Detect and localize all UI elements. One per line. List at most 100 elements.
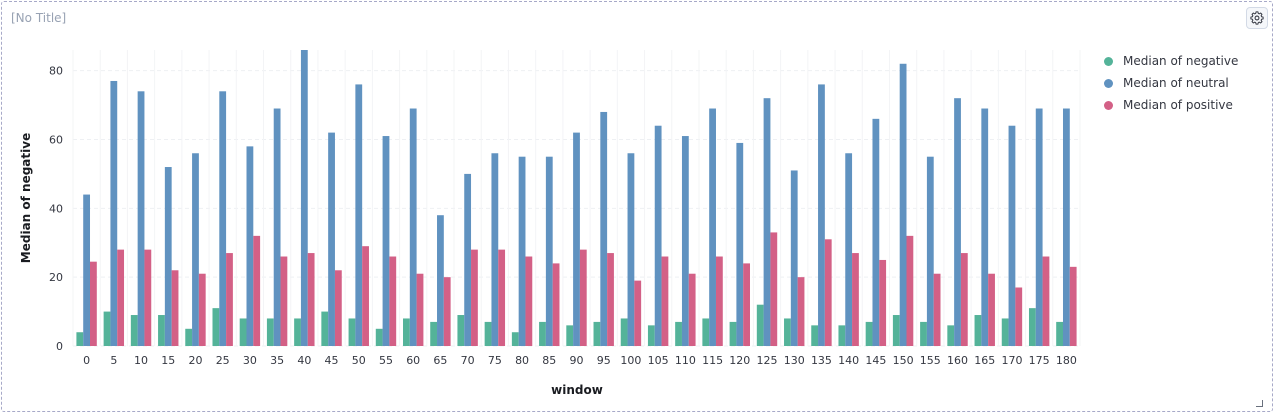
- bar[interactable]: [90, 261, 97, 346]
- bar[interactable]: [525, 256, 533, 346]
- bar[interactable]: [300, 50, 308, 346]
- bar[interactable]: [988, 273, 995, 346]
- bar[interactable]: [464, 173, 472, 346]
- bar[interactable]: [852, 253, 859, 346]
- bar[interactable]: [409, 108, 417, 346]
- bar[interactable]: [573, 132, 580, 346]
- bar[interactable]: [246, 146, 254, 346]
- bar[interactable]: [83, 194, 91, 346]
- bar[interactable]: [382, 136, 390, 346]
- panel-settings-button[interactable]: [1246, 7, 1268, 29]
- bar[interactable]: [579, 249, 587, 346]
- bar[interactable]: [375, 328, 383, 346]
- bar[interactable]: [1028, 308, 1036, 346]
- bar[interactable]: [158, 315, 165, 346]
- bar[interactable]: [981, 108, 989, 346]
- bar[interactable]: [355, 84, 363, 346]
- bar[interactable]: [1015, 287, 1023, 346]
- bar[interactable]: [110, 80, 118, 346]
- bar[interactable]: [334, 270, 342, 346]
- bar[interactable]: [1035, 108, 1043, 346]
- bar[interactable]: [539, 321, 546, 346]
- bar[interactable]: [1042, 256, 1050, 346]
- bar[interactable]: [824, 239, 832, 346]
- bar[interactable]: [253, 235, 261, 346]
- bar[interactable]: [920, 321, 927, 346]
- bar[interactable]: [321, 311, 329, 346]
- bar[interactable]: [137, 91, 145, 346]
- bar[interactable]: [1056, 321, 1063, 346]
- bar[interactable]: [736, 142, 744, 346]
- bar[interactable]: [437, 215, 444, 346]
- bar[interactable]: [185, 328, 193, 346]
- bar[interactable]: [906, 235, 914, 346]
- bar[interactable]: [688, 273, 696, 346]
- bar[interactable]: [790, 170, 798, 346]
- bar[interactable]: [443, 277, 451, 346]
- bar[interactable]: [845, 153, 853, 346]
- bar[interactable]: [818, 84, 825, 346]
- bar[interactable]: [954, 98, 961, 347]
- bar[interactable]: [518, 156, 526, 346]
- bar[interactable]: [1062, 108, 1070, 346]
- bar[interactable]: [627, 153, 635, 346]
- bar[interactable]: [144, 249, 152, 346]
- bar[interactable]: [838, 325, 846, 346]
- bar[interactable]: [620, 318, 628, 346]
- bar[interactable]: [661, 256, 669, 346]
- bar[interactable]: [76, 332, 84, 346]
- legend-item-neutral[interactable]: Median of neutral: [1104, 72, 1238, 94]
- bar[interactable]: [1008, 125, 1016, 346]
- bar[interactable]: [198, 273, 206, 346]
- bar[interactable]: [212, 308, 220, 346]
- bar[interactable]: [471, 249, 478, 346]
- bar[interactable]: [811, 325, 819, 346]
- bar[interactable]: [416, 273, 424, 346]
- bar[interactable]: [552, 263, 560, 346]
- bar[interactable]: [865, 321, 873, 346]
- bar[interactable]: [634, 280, 642, 346]
- bar[interactable]: [654, 125, 662, 346]
- bar[interactable]: [403, 318, 410, 346]
- bar[interactable]: [362, 246, 369, 346]
- bar[interactable]: [675, 321, 682, 346]
- bar[interactable]: [702, 318, 710, 346]
- bar[interactable]: [1001, 318, 1009, 346]
- bar[interactable]: [784, 318, 791, 346]
- legend-item-positive[interactable]: Median of positive: [1104, 94, 1238, 116]
- bar[interactable]: [974, 315, 982, 346]
- bar[interactable]: [171, 270, 179, 346]
- bar[interactable]: [647, 325, 655, 346]
- resize-handle-icon[interactable]: [1256, 400, 1263, 407]
- bar[interactable]: [491, 153, 499, 346]
- bar[interactable]: [960, 253, 968, 346]
- bar[interactable]: [430, 321, 438, 346]
- bar[interactable]: [348, 318, 356, 346]
- bar[interactable]: [294, 318, 301, 346]
- bar[interactable]: [607, 253, 614, 346]
- bar[interactable]: [947, 325, 955, 346]
- bar[interactable]: [600, 111, 608, 346]
- bar[interactable]: [756, 304, 764, 346]
- legend-item-negative[interactable]: Median of negative: [1104, 50, 1238, 72]
- bar[interactable]: [328, 132, 335, 346]
- bar[interactable]: [743, 263, 750, 346]
- bar[interactable]: [899, 63, 907, 346]
- bar[interactable]: [545, 156, 553, 346]
- bar[interactable]: [681, 136, 689, 346]
- bar[interactable]: [130, 315, 138, 346]
- bar[interactable]: [117, 249, 125, 346]
- bar[interactable]: [797, 277, 805, 346]
- bar[interactable]: [763, 98, 771, 347]
- bar[interactable]: [1069, 266, 1077, 346]
- bar[interactable]: [926, 156, 934, 346]
- bar[interactable]: [192, 153, 199, 346]
- bar[interactable]: [729, 321, 737, 346]
- bar[interactable]: [164, 167, 172, 346]
- bar[interactable]: [457, 315, 465, 346]
- bar[interactable]: [219, 91, 227, 346]
- bar[interactable]: [266, 318, 274, 346]
- bar[interactable]: [103, 311, 111, 346]
- bar[interactable]: [933, 273, 941, 346]
- bar[interactable]: [307, 253, 315, 346]
